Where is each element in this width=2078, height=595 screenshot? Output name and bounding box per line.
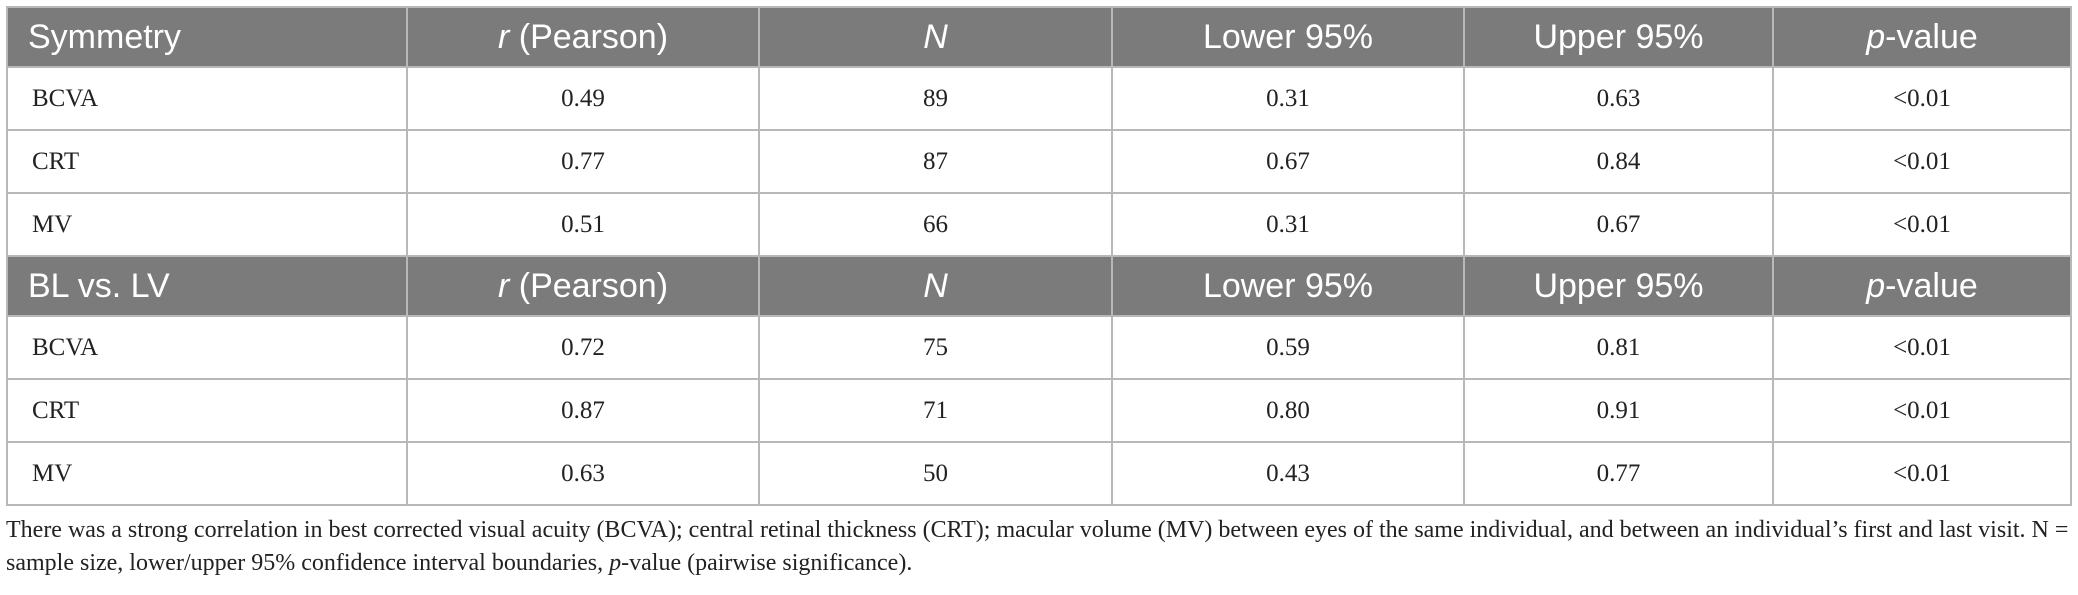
cell-n: 71 bbox=[758, 378, 1113, 443]
row-label: CRT bbox=[6, 129, 408, 194]
table-row: MV 0.51 66 0.31 0.67 <0.01 bbox=[6, 192, 2072, 257]
cell-lower: 0.67 bbox=[1111, 129, 1465, 194]
cell-upper: 0.84 bbox=[1463, 129, 1774, 194]
row-label: CRT bbox=[6, 378, 408, 443]
n-symbol: N bbox=[923, 266, 948, 305]
table-row: CRT 0.87 71 0.80 0.91 <0.01 bbox=[6, 378, 2072, 443]
section-title: Symmetry bbox=[6, 6, 408, 68]
caption-text-after: -value (pairwise significance). bbox=[621, 550, 913, 576]
cell-r: 0.63 bbox=[406, 441, 760, 506]
cell-p: <0.01 bbox=[1772, 378, 2072, 443]
cell-n: 66 bbox=[758, 192, 1113, 257]
table-row: MV 0.63 50 0.43 0.77 <0.01 bbox=[6, 441, 2072, 506]
cell-n: 89 bbox=[758, 66, 1113, 131]
cell-r: 0.87 bbox=[406, 378, 760, 443]
n-symbol: N bbox=[923, 17, 948, 56]
cell-upper: 0.67 bbox=[1463, 192, 1774, 257]
cell-upper: 0.63 bbox=[1463, 66, 1774, 131]
cell-lower: 0.80 bbox=[1111, 378, 1465, 443]
cell-r: 0.51 bbox=[406, 192, 760, 257]
table-row: CRT 0.77 87 0.67 0.84 <0.01 bbox=[6, 129, 2072, 194]
cell-r: 0.77 bbox=[406, 129, 760, 194]
cell-lower: 0.31 bbox=[1111, 192, 1465, 257]
row-label: BCVA bbox=[6, 315, 408, 380]
cell-r: 0.49 bbox=[406, 66, 760, 131]
cell-lower: 0.43 bbox=[1111, 441, 1465, 506]
correlation-table-container: Symmetry r (Pearson) N Lower 95% Upper 9… bbox=[6, 6, 2072, 506]
header-lower-95: Lower 95% bbox=[1111, 255, 1465, 317]
cell-lower: 0.31 bbox=[1111, 66, 1465, 131]
cell-p: <0.01 bbox=[1772, 192, 2072, 257]
section-title: BL vs. LV bbox=[6, 255, 408, 317]
header-p-value: p-value bbox=[1772, 255, 2072, 317]
header-r-pearson: r (Pearson) bbox=[406, 255, 760, 317]
r-symbol: r bbox=[497, 266, 510, 305]
header-p-value: p-value bbox=[1772, 6, 2072, 68]
section-header-row: BL vs. LV r (Pearson) N Lower 95% Upper … bbox=[6, 255, 2072, 317]
cell-p: <0.01 bbox=[1772, 66, 2072, 131]
table-row: BCVA 0.49 89 0.31 0.63 <0.01 bbox=[6, 66, 2072, 131]
caption-text-before: There was a strong correlation in best c… bbox=[6, 517, 2069, 576]
p-symbol: p bbox=[1866, 17, 1886, 56]
p-symbol: p bbox=[1866, 266, 1886, 305]
header-r-pearson: r (Pearson) bbox=[406, 6, 760, 68]
header-upper-95: Upper 95% bbox=[1463, 255, 1774, 317]
row-label: BCVA bbox=[6, 66, 408, 131]
cell-p: <0.01 bbox=[1772, 441, 2072, 506]
header-lower-95: Lower 95% bbox=[1111, 6, 1465, 68]
r-symbol: r bbox=[497, 17, 510, 56]
p-label: -value bbox=[1885, 266, 1978, 305]
cell-n: 50 bbox=[758, 441, 1113, 506]
row-label: MV bbox=[6, 192, 408, 257]
correlation-table: Symmetry r (Pearson) N Lower 95% Upper 9… bbox=[6, 6, 2072, 506]
caption-p-symbol: p bbox=[609, 550, 622, 576]
cell-n: 75 bbox=[758, 315, 1113, 380]
cell-lower: 0.59 bbox=[1111, 315, 1465, 380]
header-n: N bbox=[758, 255, 1113, 317]
r-label: (Pearson) bbox=[509, 17, 669, 56]
header-upper-95: Upper 95% bbox=[1463, 6, 1774, 68]
cell-p: <0.01 bbox=[1772, 129, 2072, 194]
row-label: MV bbox=[6, 441, 408, 506]
cell-p: <0.01 bbox=[1772, 315, 2072, 380]
cell-n: 87 bbox=[758, 129, 1113, 194]
cell-upper: 0.81 bbox=[1463, 315, 1774, 380]
cell-upper: 0.91 bbox=[1463, 378, 1774, 443]
p-label: -value bbox=[1885, 17, 1978, 56]
r-label: (Pearson) bbox=[509, 266, 669, 305]
table-caption: There was a strong correlation in best c… bbox=[6, 514, 2070, 580]
cell-upper: 0.77 bbox=[1463, 441, 1774, 506]
cell-r: 0.72 bbox=[406, 315, 760, 380]
section-header-row: Symmetry r (Pearson) N Lower 95% Upper 9… bbox=[6, 6, 2072, 68]
header-n: N bbox=[758, 6, 1113, 68]
table-row: BCVA 0.72 75 0.59 0.81 <0.01 bbox=[6, 315, 2072, 380]
